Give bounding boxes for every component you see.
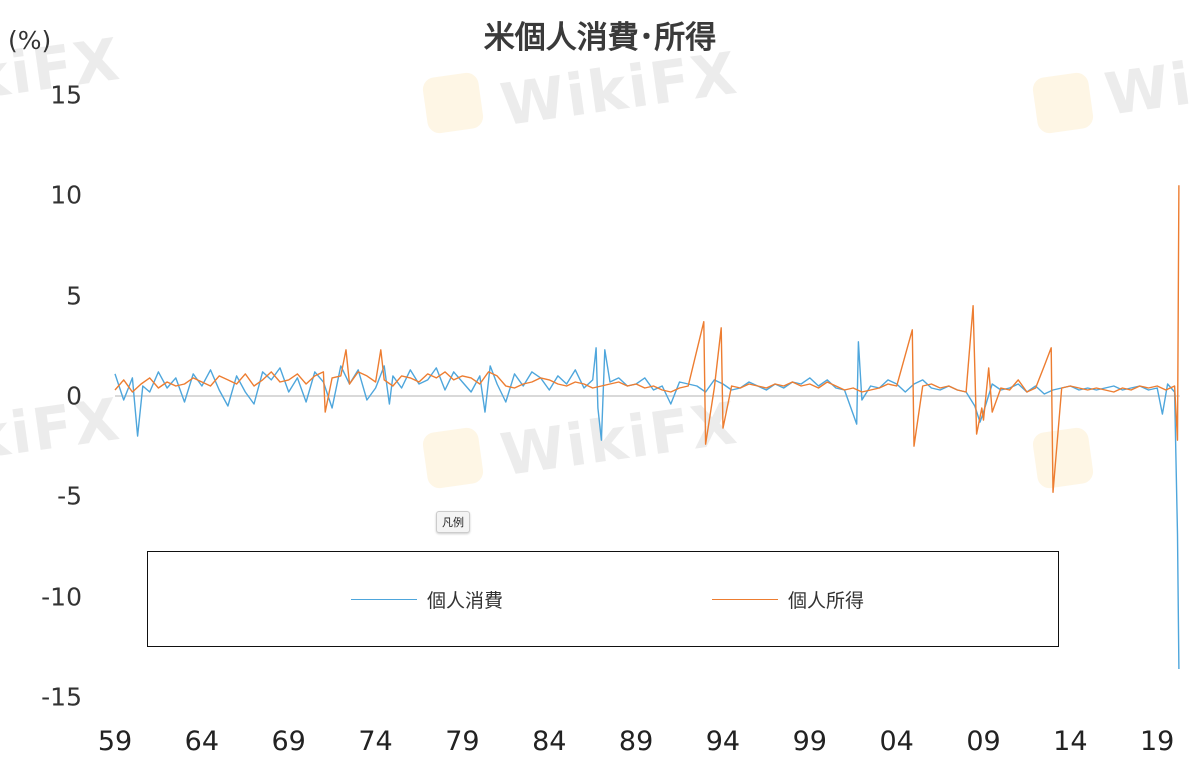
y-tick-label: 10 <box>50 180 82 210</box>
x-tick-label: 09 <box>966 726 1001 757</box>
x-tick-label: 79 <box>445 726 480 757</box>
legend[interactable]: 個人消費 個人所得 <box>147 551 1059 647</box>
y-tick-label: 5 <box>66 281 82 311</box>
legend-item-income[interactable]: 個人所得 <box>712 586 864 613</box>
y-tick-label: 15 <box>50 80 82 110</box>
x-tick-label: 14 <box>1053 726 1088 757</box>
x-tick-label: 19 <box>1140 726 1175 757</box>
legend-swatch-consumption <box>351 599 417 600</box>
x-tick-label: 04 <box>879 726 914 757</box>
x-tick-label: 74 <box>358 726 393 757</box>
legend-swatch-income <box>712 599 778 600</box>
chart-title: 米個人消費･所得 <box>483 20 717 56</box>
x-tick-label: 69 <box>271 726 306 757</box>
x-tick-label: 59 <box>97 726 133 757</box>
legend-label: 個人消費 <box>427 590 504 612</box>
x-tick-label: 99 <box>792 726 827 757</box>
y-axis-unit: (%) <box>8 26 52 55</box>
legend-item-consumption[interactable]: 個人消費 <box>351 586 503 613</box>
x-tick-label: 84 <box>532 726 567 757</box>
y-tick-label: -5 <box>57 481 82 511</box>
series-line-income <box>114 185 1180 493</box>
y-tick-label: 0 <box>66 381 82 411</box>
y-tick-label: -10 <box>41 582 82 612</box>
series-line-consumption <box>114 341 1180 670</box>
x-tick-label: 94 <box>705 726 741 757</box>
legend-label: 個人所得 <box>788 590 865 612</box>
x-tick-label: 64 <box>184 726 220 757</box>
legend-tooltip: 凡例 <box>436 511 470 533</box>
x-tick-label: 89 <box>618 726 654 757</box>
y-tick-label: -15 <box>41 682 82 712</box>
